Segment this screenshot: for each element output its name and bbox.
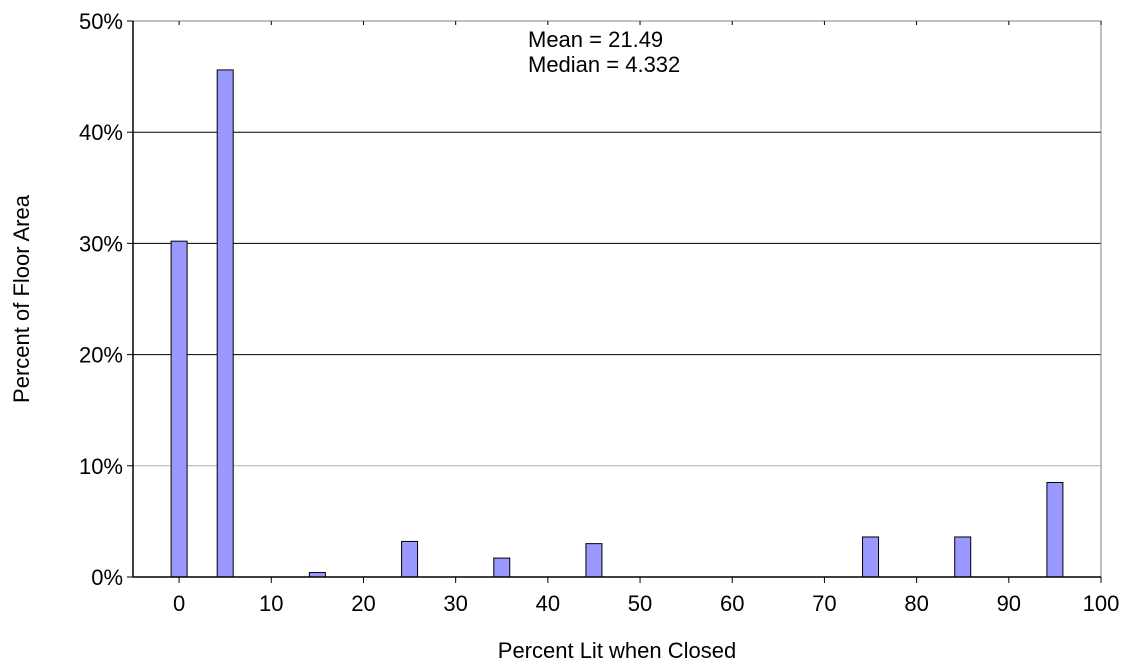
ticks-layer: 0 10 20 30 40 50 60 70 80 90 100 0% 10% 20% 30% 40% 50% — [79, 9, 1119, 616]
x-tick-label-7: 70 — [812, 591, 836, 616]
bar-1 — [216, 69, 234, 578]
bar-6 — [862, 536, 880, 578]
bar-8 — [1046, 481, 1064, 578]
labels-layer: Percent Lit when Closed Percent of Floor… — [9, 27, 736, 663]
plot-frame — [132, 20, 1102, 578]
bar-0 — [170, 240, 188, 578]
y-tick-label-3: 30% — [79, 231, 123, 256]
bar-4 — [493, 557, 511, 578]
x-tick-label-9: 90 — [997, 591, 1021, 616]
x-tick-label-2: 20 — [351, 591, 375, 616]
x-tick-label-8: 80 — [904, 591, 928, 616]
y-tick-label-2: 20% — [79, 343, 123, 368]
annotation-median: Median = 4.332 — [528, 52, 680, 77]
axes-layer — [132, 20, 1102, 578]
x-tick-label-6: 60 — [720, 591, 744, 616]
bar-5 — [585, 543, 603, 578]
annotation-mean: Mean = 21.49 — [528, 27, 663, 52]
x-tick-label-0: 0 — [173, 591, 185, 616]
y-tick-label-5: 50% — [79, 9, 123, 34]
y-tick-label-1: 10% — [79, 454, 123, 479]
x-axis-label: Percent Lit when Closed — [498, 638, 736, 663]
x-tick-label-5: 50 — [628, 591, 652, 616]
x-tick-label-4: 40 — [536, 591, 560, 616]
bar-7 — [954, 536, 972, 578]
x-tick-label-10: 100 — [1083, 591, 1120, 616]
x-tick-label-3: 30 — [443, 591, 467, 616]
x-tick-label-1: 10 — [259, 591, 283, 616]
y-tick-label-4: 40% — [79, 120, 123, 145]
bars-layer — [170, 69, 1064, 578]
y-tick-label-0: 0% — [91, 565, 123, 590]
y-axis-label: Percent of Floor Area — [9, 194, 34, 403]
bar-3 — [401, 540, 419, 578]
grid-layer — [133, 131, 1101, 467]
